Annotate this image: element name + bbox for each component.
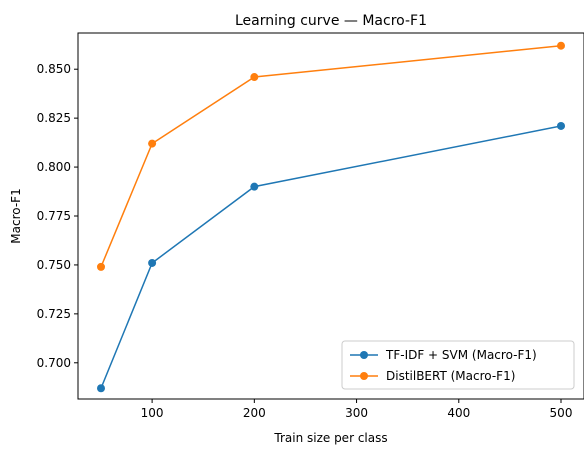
x-tick-label: 500 xyxy=(550,406,573,420)
series-line xyxy=(100,44,562,268)
data-point xyxy=(148,258,157,267)
data-point xyxy=(97,262,105,271)
axis-ticks: 100 200 300 400 500 0.700 0.725 0.750 0.775 0.800… xyxy=(37,62,573,420)
x-axis-label: Train size per class xyxy=(273,431,387,445)
y-tick-label: 0.700 xyxy=(37,356,71,370)
data-point xyxy=(250,73,259,82)
series-2 xyxy=(97,41,565,271)
y-tick-label: 0.775 xyxy=(37,209,71,223)
y-tick-label: 0.825 xyxy=(37,111,71,125)
y-tick-label: 0.850 xyxy=(37,62,71,76)
legend-box xyxy=(341,340,575,390)
legend-item: DistilBERT (Macro-F1) xyxy=(350,369,515,383)
legend-item: TF-IDF + SVM (Macro-F1) xyxy=(350,348,537,362)
plot-frame xyxy=(77,32,584,400)
data-point xyxy=(148,139,157,148)
series-layer xyxy=(97,41,565,393)
x-tick-label: 300 xyxy=(345,406,368,420)
x-tick-label: 200 xyxy=(243,406,266,420)
data-point xyxy=(557,121,565,130)
legend-label: TF-IDF + SVM (Macro-F1) xyxy=(385,348,537,362)
legend-label: DistilBERT (Macro-F1) xyxy=(386,369,515,383)
data-point xyxy=(557,41,565,50)
x-tick-label: 400 xyxy=(447,406,470,420)
y-tick-label: 0.750 xyxy=(37,258,71,272)
series-1 xyxy=(97,121,565,393)
legend-marker xyxy=(360,351,368,359)
y-tick-label: 0.725 xyxy=(37,307,71,321)
y-axis-label: Macro-F1 xyxy=(9,188,23,243)
series-line xyxy=(100,125,562,389)
x-tick-label: 100 xyxy=(141,406,164,420)
data-point xyxy=(97,384,105,393)
data-point xyxy=(250,182,259,191)
legend: TF-IDF + SVM (Macro-F1) DistilBERT (Macro… xyxy=(341,340,575,390)
y-tick-label: 0.800 xyxy=(37,160,71,174)
chart-title: Learning curve — Macro-F1 xyxy=(235,13,427,29)
legend-marker xyxy=(360,372,368,380)
